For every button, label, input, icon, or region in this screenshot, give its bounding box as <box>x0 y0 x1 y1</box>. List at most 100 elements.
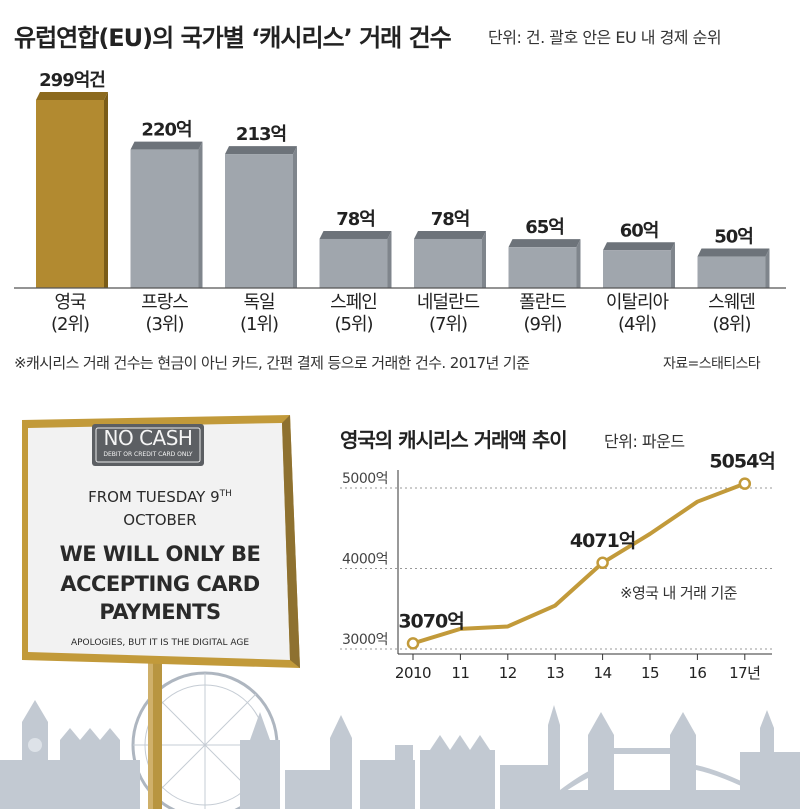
bar-value-label: 60억 <box>620 220 659 241</box>
category-name: 스웨덴 <box>708 292 756 313</box>
bar-top-face <box>508 239 581 248</box>
bar-top-face <box>319 230 392 239</box>
data-point <box>738 477 752 490</box>
data-point-label: 4071억 <box>570 530 635 552</box>
category-label: 이탈리아 (4위) <box>590 292 684 336</box>
bar-side-face <box>671 242 675 288</box>
bar-side-face <box>765 248 770 288</box>
category-label: 폴란드 (9위) <box>496 292 590 336</box>
bar-3 <box>225 146 297 288</box>
line-chart-title: 영국의 캐시리스 거래액 추이 <box>340 428 568 452</box>
x-tick-label: 17년 <box>729 664 760 682</box>
bar-2 <box>130 141 203 288</box>
bar-side-face <box>576 239 581 288</box>
source-note: 자료=스태티스타 <box>663 356 761 372</box>
data-point-label: 3070억 <box>398 610 463 632</box>
category-label: 영국 (2위) <box>23 292 117 336</box>
category-rank: (5위) <box>334 314 373 335</box>
sign-line-4: ACCEPTING CARD <box>60 572 260 596</box>
bar-front-face <box>508 247 577 288</box>
category-name: 폴란드 <box>519 292 567 313</box>
bar-side-face <box>387 230 392 288</box>
bar-value-label: 65억 <box>525 217 564 238</box>
bar-top-face <box>225 146 297 155</box>
chart-title: 유럽연합(EU)의 국가별 ‘캐시리스’ 거래 건수 <box>14 24 452 52</box>
data-point <box>596 556 609 570</box>
bar-1 <box>36 92 108 288</box>
category-name: 프랑스 <box>141 292 189 313</box>
category-name: 이탈리아 <box>605 292 669 313</box>
bar-top-face <box>36 92 108 100</box>
category-rank: (3위) <box>145 314 184 335</box>
unit-note: 단위: 건. 괄호 안은 EU 내 경제 순위 <box>488 28 722 47</box>
bar-front-face <box>414 238 482 288</box>
category-rank: (2위) <box>50 314 90 335</box>
category-name: 독일 <box>243 292 275 313</box>
bar-side-face <box>198 141 203 288</box>
bar-side-face <box>293 146 297 288</box>
sign-line-1-text: FROM TUESDAY 9 <box>88 488 220 506</box>
sign-line-3: WE WILL ONLY BE <box>59 542 261 566</box>
series-line <box>412 481 746 646</box>
bar-value-label: 299억건 <box>39 70 105 91</box>
bar-front-face <box>225 154 293 288</box>
category-label: 독일 (1위) <box>212 292 306 336</box>
bar-6 <box>508 239 581 288</box>
category-rank: (4위) <box>617 314 657 335</box>
footnote: ※캐시리스 거래 건수는 현금이 아닌 카드, 간편 결제 등으로 거래한 건수… <box>14 354 530 372</box>
category-rank: (8위) <box>712 314 751 335</box>
bar-front-face <box>36 100 104 288</box>
bar-value-label: 78억 <box>431 209 470 230</box>
bar-8 <box>697 248 770 288</box>
category-label: 스페인 (5위) <box>307 292 401 336</box>
bar-value-label: 78억 <box>336 209 375 230</box>
sign-subheader: DEBIT OR CREDIT CARD ONLY <box>103 451 193 458</box>
bar-side-face <box>104 92 108 288</box>
sign-line-1-sup: TH <box>219 489 232 499</box>
x-tick-label: 16 <box>688 664 706 682</box>
bar-top-face <box>414 230 486 239</box>
category-name: 영국 <box>54 292 86 313</box>
x-tick-label: 2010 <box>395 664 431 682</box>
line-chart-unit: 단위: 파운드 <box>604 432 685 451</box>
y-tick-label: 3000억 <box>342 632 388 648</box>
bar-7 <box>603 242 675 288</box>
bar-value-label: 213억 <box>236 124 286 145</box>
x-tick-label: 15 <box>641 664 659 682</box>
bar-value-label: 50억 <box>714 227 753 248</box>
category-rank: (7위) <box>428 314 468 335</box>
y-tick-label: 5000억 <box>342 471 388 487</box>
category-name: 네덜란드 <box>416 292 480 313</box>
bar-front-face <box>697 256 766 288</box>
bar-4 <box>319 230 392 288</box>
bar-top-face <box>603 242 675 251</box>
category-rank: (1위) <box>239 314 279 335</box>
bar-top-face <box>697 248 770 257</box>
sign-apology: APOLOGIES, BUT IT IS THE DIGITAL AGE <box>70 638 250 648</box>
bar-value-label: 220억 <box>141 120 191 141</box>
category-rank: (9위) <box>523 314 562 335</box>
data-point-label: 5054억 <box>709 451 774 473</box>
bar-front-face <box>603 250 671 288</box>
x-tick-label: 13 <box>546 664 564 682</box>
data-point <box>406 637 420 650</box>
line-chart-note: ※영국 내 거래 기준 <box>620 584 737 602</box>
category-name: 스페인 <box>330 292 378 313</box>
x-tick-label: 12 <box>499 664 517 682</box>
bar-5 <box>414 230 486 288</box>
category-label: 프랑스 (3위) <box>118 292 212 336</box>
sign-line-5: PAYMENTS <box>99 600 221 624</box>
bar-chart: 299억건 220억 213억 78억 78억 65억 60억 50억 <box>14 70 786 289</box>
bar-side-face <box>482 230 486 288</box>
y-tick-label: 4000억 <box>342 552 388 568</box>
sign-header: NO CASH <box>103 426 193 450</box>
category-label: 네덜란드 (7위) <box>401 292 495 336</box>
category-label: 스웨덴 (8위) <box>685 292 779 336</box>
bar-top-face <box>130 141 203 150</box>
sign-line-2: OCTOBER <box>123 511 197 529</box>
bar-front-face <box>130 149 199 288</box>
x-tick-label: 11 <box>451 664 469 682</box>
